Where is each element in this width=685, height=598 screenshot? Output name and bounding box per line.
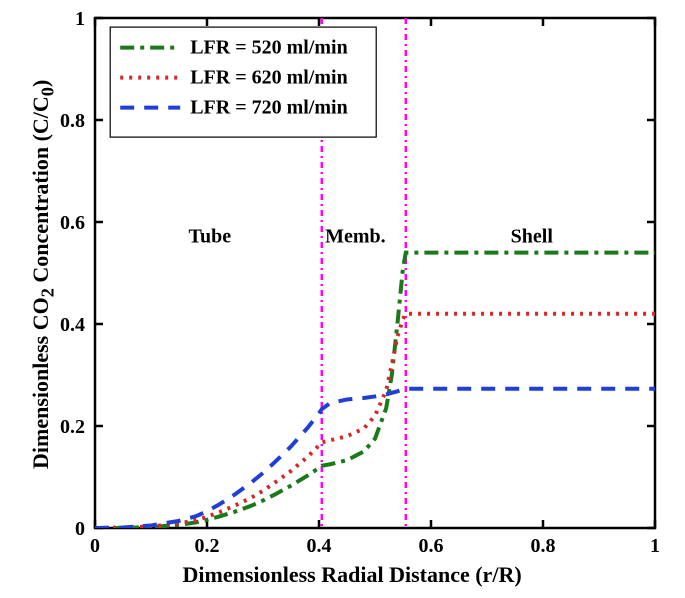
legend-label: LFR = 620 ml/min [190,67,348,89]
y-tick-label: 0.6 [60,212,85,234]
y-axis-label-text: Dimensionless CO2 Concentration (C/C0) [28,80,53,469]
legend-label: LFR = 720 ml/min [190,97,348,119]
x-tick-label: 0.8 [531,535,556,557]
x-tick-label: 0.6 [419,535,444,557]
y-tick-label: 0 [75,518,85,540]
y-tick-label: 0.8 [60,110,85,132]
legend-label: LFR = 520 ml/min [190,37,348,59]
y-tick-label: 0.2 [60,416,85,438]
region-label: Tube [188,225,231,247]
x-tick-label: 0.2 [195,535,220,557]
y-tick-label: 1 [75,8,85,30]
x-tick-label: 0.4 [307,535,332,557]
y-tick-label: 0.4 [60,314,85,336]
x-tick-label: 0 [90,535,100,557]
region-label: Shell [511,225,554,247]
x-tick-label: 1 [650,535,660,557]
x-axis-label: Dimensionless Radial Distance (r/R) [183,562,522,588]
region-label: Memb. [325,225,386,247]
y-axis-label: Dimensionless CO2 Concentration (C/C0) [28,80,58,469]
chart-plot-area: 0 0.2 0.4 0.6 0.8 1 0 0.2 0.4 0.6 0.8 1 Tube Memb. She… [0,0,685,578]
chart-figure: 0 0.2 0.4 0.6 0.8 1 0 0.2 0.4 0.6 0.8 1 Tube Memb. She… [0,0,685,598]
